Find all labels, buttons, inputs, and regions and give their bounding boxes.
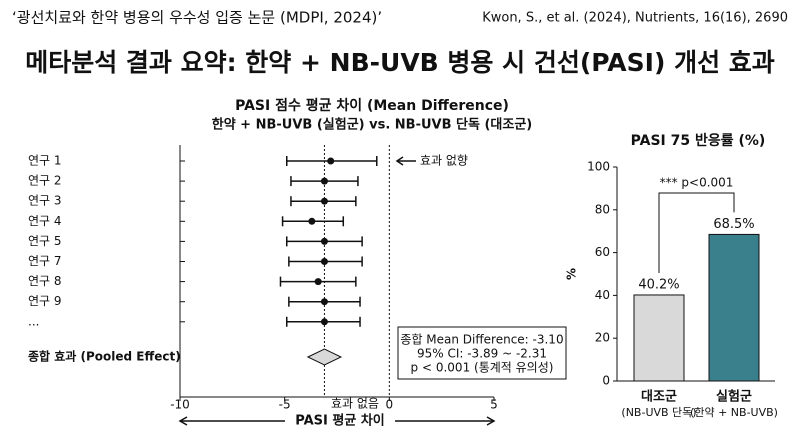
study-label: 연구 8 <box>28 274 62 288</box>
x-tick-label: -10 <box>170 398 190 412</box>
annotation: 효과 없향 <box>420 154 468 168</box>
y-tick-label: 20 <box>595 331 610 345</box>
axis-arrows <box>178 156 496 426</box>
study-label: 연구 7 <box>28 254 62 268</box>
point <box>327 157 335 165</box>
point <box>320 177 328 185</box>
study-label: ... <box>28 314 39 328</box>
point <box>320 318 328 326</box>
citation: ‘광선치료와 한약 병용의 우수성 입증 논문 (MDPI, 2024)’ <box>12 9 382 27</box>
study-label: 연구 2 <box>28 174 62 188</box>
x-tick-label: 5 <box>490 398 498 412</box>
point <box>320 258 328 265</box>
y-tick-label: 0 <box>602 374 610 388</box>
citation: Kwon, S., et al. (2024), Nutrients, 16(1… <box>482 11 788 26</box>
summary-text: p < 0.001 (통계적 유의성) <box>411 361 554 375</box>
value-label: 68.5% <box>713 217 754 232</box>
y-tick-label: 80 <box>595 202 610 216</box>
page-title: 메타분석 결과 요약: 한약 + NB-UVB 병용 시 건선(PASI) 개선… <box>25 48 775 77</box>
point <box>314 278 322 286</box>
chart-title: PASI 75 반응률 (%) <box>631 132 766 149</box>
point <box>320 237 328 245</box>
y-axis-label: % <box>565 268 579 280</box>
value-label: 40.2% <box>638 277 679 292</box>
chart-subtitle: 한약 + NB-UVB (실험군) vs. NB-UVB 단독 (대조군) <box>212 117 533 133</box>
significance-label: *** p<0.001 <box>660 176 734 190</box>
bar <box>633 294 685 382</box>
study-label: 연구 3 <box>28 194 62 208</box>
pooled-label: 종합 효과 (Pooled Effect) <box>28 349 181 364</box>
x-tick-label: 대조군 <box>641 390 677 405</box>
y-tick-label: 100 <box>587 160 610 174</box>
study-label: 연구 4 <box>28 214 62 228</box>
x-tick-label: 0 <box>386 398 394 412</box>
x-tick-sublabel: (한약 + NB-UVB) <box>690 405 778 419</box>
chart-title: PASI 점수 평균 차이 (Mean Difference) <box>235 97 509 114</box>
x-tick-sublabel: (NB-UVB 단독) <box>621 406 696 419</box>
x-tick-label: 실험군 <box>716 389 752 405</box>
significance-bracket <box>658 192 735 273</box>
study-label: 연구 1 <box>28 154 62 168</box>
study-label: 연구 5 <box>28 234 62 248</box>
x-axis-label: PASI 평균 차이 <box>295 413 385 429</box>
summary-text: 종합 Mean Difference: -3.10 <box>400 333 563 347</box>
bar <box>708 233 760 382</box>
summary-box <box>397 326 567 380</box>
study-label: 연구 9 <box>28 294 62 308</box>
point <box>320 298 328 306</box>
x-tick-label: -5 <box>279 398 291 412</box>
diamond <box>306 348 343 366</box>
y-tick-label: 60 <box>595 245 610 259</box>
y-tick-label: 40 <box>595 288 610 302</box>
point <box>308 217 316 225</box>
annotation: 효과 없음 <box>331 397 379 411</box>
summary-text: 95% CI: -3.89 ~ -2.31 <box>417 347 547 361</box>
point <box>320 197 328 205</box>
